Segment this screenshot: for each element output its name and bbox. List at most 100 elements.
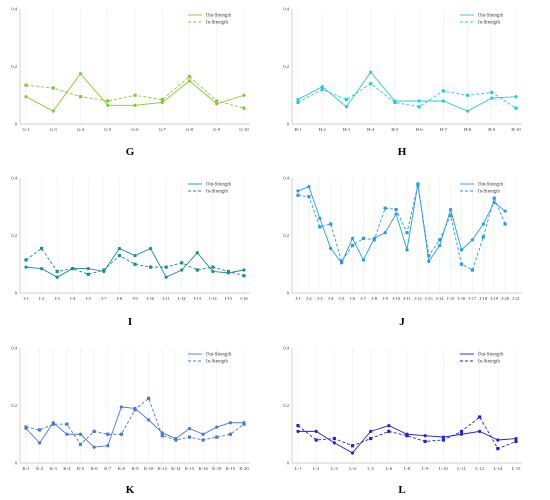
data-point xyxy=(119,432,123,436)
data-point xyxy=(164,265,168,269)
data-point xyxy=(228,432,232,436)
data-point xyxy=(242,93,246,97)
data-point xyxy=(187,79,192,83)
data-point xyxy=(164,275,168,279)
x-tick-label: I-10 xyxy=(147,296,155,301)
data-point xyxy=(314,438,318,442)
x-tick-label: K-14 xyxy=(171,466,181,471)
data-point xyxy=(117,246,122,251)
data-point xyxy=(187,426,192,431)
data-point xyxy=(65,432,69,436)
data-point xyxy=(211,265,215,269)
x-tick-label: I-9 xyxy=(132,296,138,301)
x-tick-label: I-13 xyxy=(194,296,202,301)
data-point xyxy=(102,268,106,272)
legend-label: Out-Strength xyxy=(206,14,232,19)
y-tick-label: 0.2 xyxy=(283,233,289,238)
data-point xyxy=(215,425,219,429)
legend-label: In-Strength xyxy=(206,21,228,26)
x-tick-label: G-5 xyxy=(104,127,112,132)
x-tick-label: K-4 xyxy=(63,466,71,471)
x-tick-label: J-11 xyxy=(403,296,411,301)
y-tick-label: 0 xyxy=(287,461,290,466)
x-tick-label: K-13 xyxy=(158,466,168,471)
x-tick-label: J-4 xyxy=(328,296,334,301)
data-point xyxy=(383,231,387,235)
data-point xyxy=(332,436,336,441)
x-tick-label: L-8 xyxy=(404,466,411,471)
data-point xyxy=(465,93,470,97)
data-point xyxy=(423,434,427,438)
y-tick-label: 0.4 xyxy=(11,176,17,181)
x-tick-label: K-19 xyxy=(226,466,236,471)
data-point xyxy=(160,434,164,438)
data-point xyxy=(39,246,44,251)
data-point xyxy=(344,97,349,102)
data-point xyxy=(296,193,300,197)
data-point xyxy=(78,442,83,446)
series-line xyxy=(25,247,245,277)
x-tick-label: G-4 xyxy=(77,127,85,132)
x-tick-label: I-1 xyxy=(23,296,28,301)
data-point xyxy=(470,268,474,272)
x-tick-label: I-14 xyxy=(209,296,217,301)
data-point xyxy=(147,396,151,400)
data-point xyxy=(133,262,137,266)
data-point xyxy=(160,97,164,102)
panel-letter: I xyxy=(128,316,132,328)
data-point xyxy=(393,100,397,105)
data-point xyxy=(38,441,42,445)
data-point xyxy=(496,438,500,442)
x-tick-label: I-12 xyxy=(178,296,186,301)
data-point xyxy=(242,422,246,426)
data-point xyxy=(228,421,232,425)
x-tick-label: I-3 xyxy=(55,296,61,301)
data-point xyxy=(514,106,518,110)
data-point xyxy=(117,254,122,258)
data-point xyxy=(195,268,199,272)
data-point xyxy=(514,95,518,99)
data-point xyxy=(39,266,44,271)
data-point xyxy=(369,70,373,74)
data-point xyxy=(242,268,246,272)
data-point xyxy=(180,268,184,272)
data-point xyxy=(71,266,75,271)
data-point xyxy=(449,208,453,212)
data-point xyxy=(296,97,300,102)
data-point xyxy=(106,444,110,448)
data-point xyxy=(372,238,376,242)
data-point xyxy=(215,435,219,439)
x-tick-label: J-13 xyxy=(425,296,433,301)
data-point xyxy=(55,275,59,279)
data-point xyxy=(24,95,28,99)
data-point xyxy=(350,243,355,248)
x-tick-label: H-1 xyxy=(295,127,302,132)
data-point xyxy=(174,438,178,442)
panel-k: 0 0.2 0.4 K-1 K-2 K-3 K-4 K-5 K-6 K-7 K-8 K-9 K-10 K-… xyxy=(11,346,250,496)
x-tick-label: J-18 xyxy=(479,296,487,301)
x-tick-label: K-8 xyxy=(118,466,126,471)
x-tick-label: I-4 xyxy=(70,296,76,301)
x-tick-label: H-8 xyxy=(464,127,472,132)
y-tick-label: 0.2 xyxy=(283,64,289,69)
data-point xyxy=(38,428,42,432)
data-point xyxy=(106,432,110,436)
x-tick-label: L-1 xyxy=(295,466,302,471)
data-point xyxy=(211,269,215,274)
x-tick-label: K-20 xyxy=(239,466,249,471)
data-point xyxy=(296,424,300,428)
y-tick-label: 0 xyxy=(15,291,18,296)
x-tick-label: I-7 xyxy=(101,296,107,301)
data-point xyxy=(427,259,431,263)
data-point xyxy=(496,447,500,451)
x-tick-label: J-17 xyxy=(469,296,477,301)
legend-label: In-Strength xyxy=(478,190,500,195)
x-tick-label: L-14 xyxy=(493,466,502,471)
data-point xyxy=(332,441,336,445)
x-tick-label: K-18 xyxy=(212,466,222,471)
data-point xyxy=(492,196,496,200)
data-point xyxy=(478,415,482,419)
x-tick-label: K-1 xyxy=(23,466,30,471)
data-point xyxy=(180,261,184,265)
